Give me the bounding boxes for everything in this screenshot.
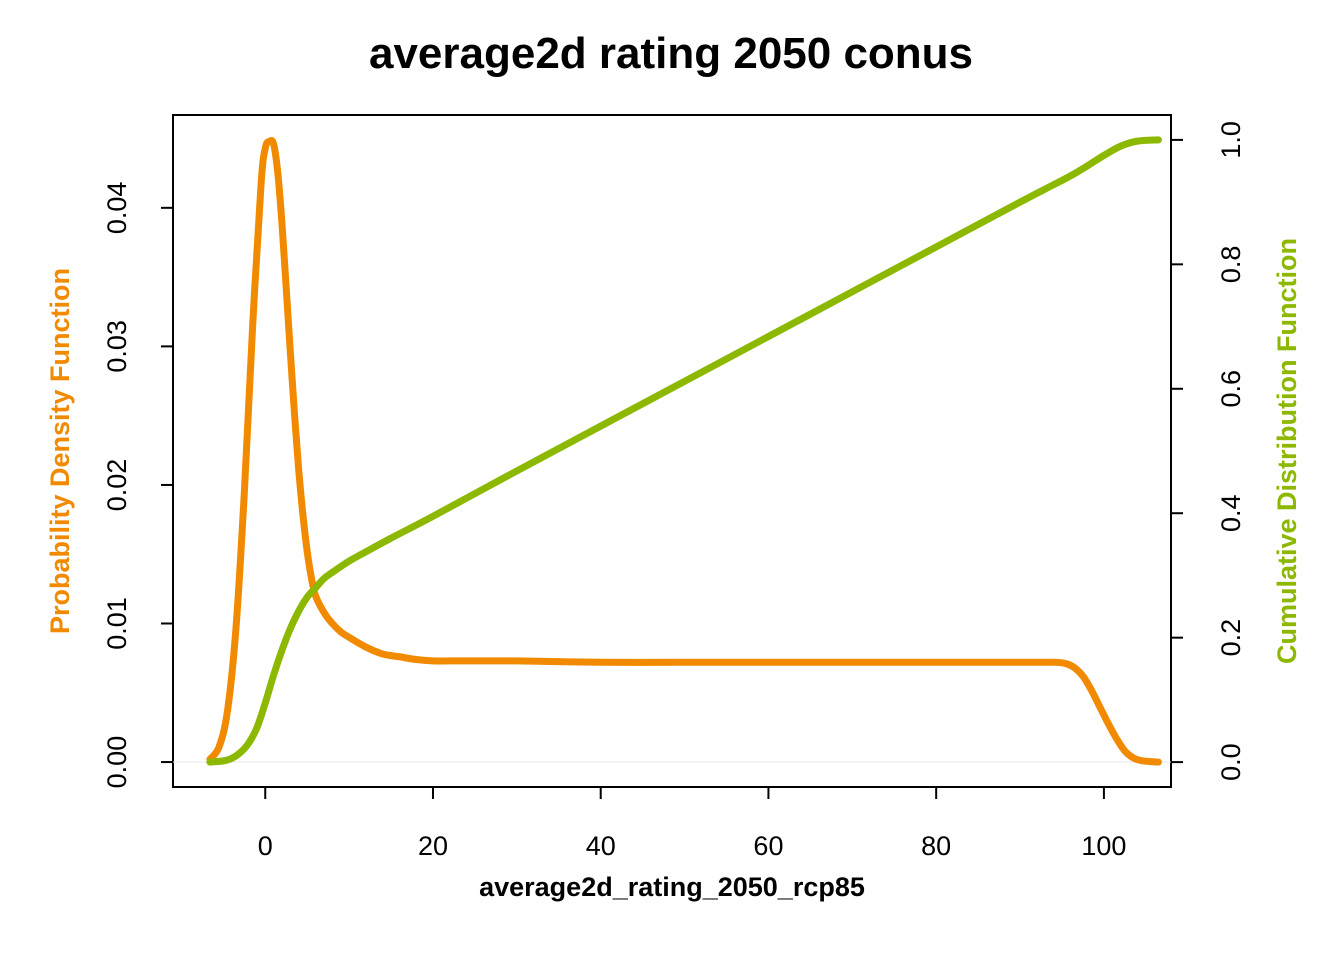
x-tick-label: 20 <box>418 831 448 861</box>
x-tick-label: 40 <box>586 831 616 861</box>
x-tick-label: 80 <box>921 831 951 861</box>
y-right-tick-label: 0.4 <box>1216 494 1246 532</box>
x-axis-label: average2d_rating_2050_rcp85 <box>479 872 865 902</box>
y-right-axis: 0.0 0.2 0.4 0.6 0.8 1.0 <box>1170 121 1246 781</box>
x-tick-label: 100 <box>1081 831 1126 861</box>
y-right-tick-label: 0.8 <box>1216 246 1246 284</box>
chart-title: average2d rating 2050 conus <box>369 29 973 78</box>
y-left-tick-label: 0.02 <box>102 459 132 512</box>
y-right-tick-label: 1.0 <box>1216 121 1246 159</box>
x-tick-label: 0 <box>258 831 273 861</box>
pdf-series-line <box>206 136 1162 766</box>
y-right-tick-label: 0.0 <box>1216 743 1246 781</box>
y-right-tick-label: 0.6 <box>1216 370 1246 408</box>
y-left-axis: 0.00 0.01 0.02 0.03 0.04 <box>102 182 174 789</box>
y-left-tick-label: 0.03 <box>102 320 132 373</box>
y-left-tick-label: 0.04 <box>102 182 132 235</box>
y-axis-label-right: Cumulative Distribution Function <box>1272 238 1302 664</box>
y-left-tick-label: 0.00 <box>102 736 132 789</box>
cdf-series-line <box>206 136 1162 766</box>
y-axis-label-left: Probability Density Function <box>45 268 75 634</box>
y-right-tick-label: 0.2 <box>1216 619 1246 657</box>
y-left-tick-label: 0.01 <box>102 597 132 650</box>
x-axis: 0 20 40 60 80 100 <box>258 786 1126 861</box>
x-tick-label: 60 <box>753 831 783 861</box>
plot-frame <box>172 114 1172 788</box>
